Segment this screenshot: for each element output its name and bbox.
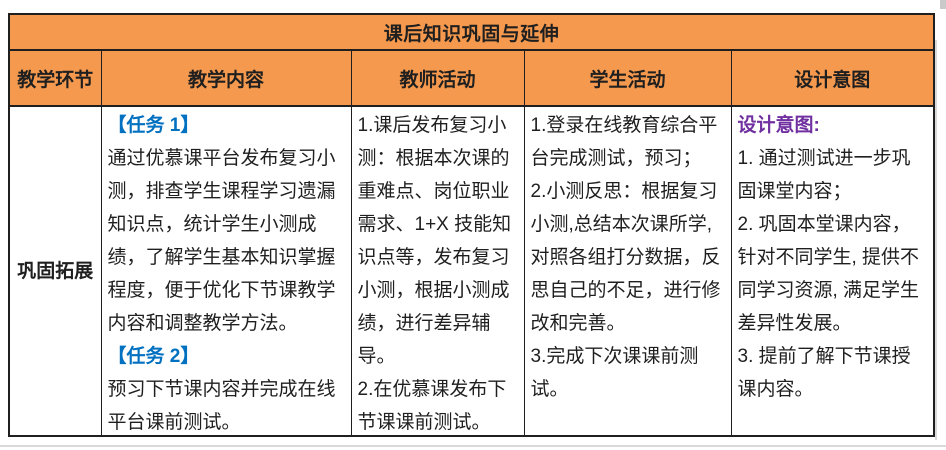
teacher-activity-item: 2.在优慕课发布下节课课前测试。	[357, 379, 507, 433]
col-header-teaching-stage: 教学环节	[8, 49, 102, 107]
task1-label: 【任务 1】	[107, 115, 200, 136]
student-activity-cell: 1.登录在线教育综合平台完成测试，预习； 2.小测反思：根据复习小测,总结本次课…	[523, 105, 732, 437]
table-title-row: 课后知识巩固与延伸	[8, 13, 935, 51]
design-intent-item: 2. 巩固本堂课内容，针对不同学生, 提供不同学习资源, 满足学生差异性发展。	[737, 214, 920, 334]
task2-label: 【任务 2】	[107, 346, 200, 367]
teaching-content-text: 【任务 1】 通过优慕课平台发布复习小测，排查学生课程学习遗漏知识点，统计学生小…	[102, 107, 350, 433]
scrollbar-corner-mark	[940, 0, 946, 9]
page-edge-shadow-right	[935, 40, 937, 440]
student-activity-item: 3.完成下次课课前测试。	[530, 346, 699, 400]
page-edge-shadow-bottom	[0, 445, 946, 447]
teacher-activity-text: 1.课后发布复习小测：根据本次课的重难点、岗位职业需求、1+X 技能知识点等，发…	[352, 107, 523, 433]
student-activity-item: 1.登录在线教育综合平台完成测试，预习；	[530, 115, 718, 169]
teacher-activity-item: 1.课后发布复习小测：根据本次课的重难点、岗位职业需求、1+X 技能知识点等，发…	[357, 115, 512, 367]
task2-text: 预习下节课内容并完成在线平台课前测试。	[107, 379, 336, 433]
student-activity-text: 1.登录在线教育综合平台完成测试，预习； 2.小测反思：根据复习小测,总结本次课…	[525, 107, 730, 433]
teacher-activity-cell: 1.课后发布复习小测：根据本次课的重难点、岗位职业需求、1+X 技能知识点等，发…	[350, 105, 525, 437]
student-activity-item: 2.小测反思：根据复习小测,总结本次课所学,对照各组打分数据，反思自己的不足，进…	[530, 181, 721, 334]
design-intent-item: 1. 通过测试进一步巩固课堂内容；	[737, 148, 911, 202]
lesson-plan-table: 课后知识巩固与延伸 教学环节 教学内容 教师活动 学生活动 设计意图 巩固拓展 …	[8, 13, 936, 437]
table-body-row: 巩固拓展 【任务 1】 通过优慕课平台发布复习小测，排查学生课程学习遗漏知识点，…	[8, 105, 935, 437]
col-header-teacher-activity: 教师活动	[350, 49, 525, 107]
design-intent-text: 设计意图: 1. 通过测试进一步巩固课堂内容； 2. 巩固本堂课内容，针对不同学…	[732, 107, 933, 433]
design-intent-cell: 设计意图: 1. 通过测试进一步巩固课堂内容； 2. 巩固本堂课内容，针对不同学…	[730, 105, 935, 437]
table-title: 课后知识巩固与延伸	[8, 13, 935, 51]
column-header-row: 教学环节 教学内容 教师活动 学生活动 设计意图	[8, 49, 935, 107]
task1-text: 通过优慕课平台发布复习小测，排查学生课程学习遗漏知识点，统计学生小测成绩，了解学…	[107, 148, 336, 334]
col-header-teaching-content: 教学内容	[100, 49, 352, 107]
stage-cell: 巩固拓展	[8, 105, 102, 437]
design-intent-item: 3. 提前了解下节课授课内容。	[737, 346, 911, 400]
teaching-content-cell: 【任务 1】 通过优慕课平台发布复习小测，排查学生课程学习遗漏知识点，统计学生小…	[100, 105, 352, 437]
col-header-design-intent: 设计意图	[730, 49, 935, 107]
design-intent-label: 设计意图:	[737, 115, 820, 136]
col-header-student-activity: 学生活动	[523, 49, 732, 107]
